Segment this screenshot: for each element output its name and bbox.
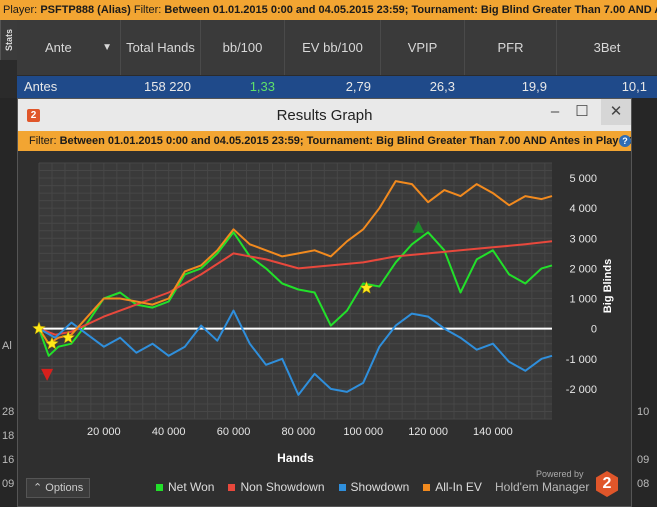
series-line-showdown: [38, 309, 553, 396]
background-table-left: Al 28 18 16 09: [0, 98, 17, 507]
brand-logo-icon: 2: [596, 471, 618, 497]
window-titlebar[interactable]: 2 Results Graph – ☐ ✕: [18, 99, 631, 131]
background-cell: 16: [2, 454, 15, 466]
app-logo-icon: 2: [27, 109, 40, 122]
y-tick-label: 5 000: [569, 173, 597, 185]
results-chart: 20 000 40 000 60 000 80 000 100 000 120 000 14…: [32, 162, 614, 465]
column-header-label: bb/100: [222, 39, 263, 55]
star-marker: [359, 280, 374, 294]
legend-swatch: [423, 483, 431, 491]
minimize-icon[interactable]: –: [550, 103, 560, 120]
column-header-ante[interactable]: Ante ▼: [17, 20, 121, 75]
y-tick-label: 4 000: [569, 203, 597, 215]
star-marker: [61, 330, 76, 344]
legend-label: Showdown: [350, 480, 410, 494]
chart-legend: Net Won Non Showdown Showdown All-In EV: [156, 480, 482, 494]
maximize-icon[interactable]: ☐: [575, 103, 589, 120]
y-tick-label: 1 000: [569, 294, 597, 306]
row-total-hands: 158 220: [144, 79, 191, 94]
background-cell: Al: [2, 340, 12, 352]
window-title: Results Graph: [276, 107, 373, 124]
window-filter-bar[interactable]: Filter: Between 01.01.2015 0:00 and 04.0…: [18, 131, 631, 151]
x-tick-label: 20 000: [87, 426, 121, 438]
x-tick-label: 140 000: [473, 426, 513, 438]
column-header-total-hands[interactable]: Total Hands: [121, 20, 201, 75]
x-tick-label: 120 000: [408, 426, 448, 438]
chevron-up-icon: ⌃: [33, 482, 43, 494]
options-button[interactable]: ⌃ Options: [26, 478, 90, 498]
triangle-up-marker: [412, 220, 425, 233]
legend-label: All-In EV: [435, 480, 482, 494]
column-header-pfr[interactable]: PFR: [465, 20, 557, 75]
filter-label: Filter:: [29, 135, 57, 147]
player-name[interactable]: PSFTP888 (Alias): [40, 4, 131, 16]
legend-item-non-showdown[interactable]: Non Showdown: [228, 480, 325, 494]
y-tick-label: 0: [591, 324, 597, 336]
legend-swatch: [228, 483, 236, 491]
legend-label: Non Showdown: [240, 480, 325, 494]
x-tick-label: 60 000: [217, 426, 251, 438]
background-cell: 08: [637, 478, 650, 490]
column-header-vpip[interactable]: VPIP: [381, 20, 465, 75]
chevron-down-icon[interactable]: ▼: [102, 41, 112, 53]
row-pfr: 19,9: [521, 79, 547, 94]
star-marker: [32, 321, 46, 335]
column-header-label: VPIP: [407, 39, 438, 55]
legend-item-all-in-ev[interactable]: All-In EV: [423, 480, 482, 494]
column-header-label: EV bb/100: [302, 39, 363, 55]
row-3bet: 10,1: [621, 79, 647, 94]
x-tick-label: 100 000: [343, 426, 383, 438]
star-marker: [45, 336, 59, 350]
background-cell: 09: [2, 478, 15, 490]
background-cell: 28: [2, 406, 15, 418]
y-tick-label: -2 000: [566, 384, 597, 396]
x-tick-label: 80 000: [282, 426, 316, 438]
legend-item-net-won[interactable]: Net Won: [156, 480, 214, 494]
legend-label: Net Won: [168, 480, 215, 494]
filter-label: Filter:: [133, 4, 162, 16]
column-header-label: PFR: [497, 39, 524, 55]
close-icon[interactable]: ✕: [601, 99, 631, 125]
column-header-ev-bb100[interactable]: EV bb/100: [285, 20, 381, 75]
column-header-label: Ante: [45, 39, 72, 55]
series-line-non-showdown: [38, 240, 553, 336]
background-cell: 10: [637, 406, 650, 418]
row-vpip: 26,3: [429, 79, 455, 94]
y-tick-label: -1 000: [566, 354, 597, 366]
triangle-down-marker: [41, 368, 54, 381]
series-line-net-won: [38, 231, 553, 357]
stats-header: Ante ▼ Total Hands bb/100 EV bb/100 VPIP…: [17, 20, 657, 75]
top-filter-bar: Player: PSFTP888 (Alias) Filter: Between…: [0, 0, 657, 20]
x-axis-label: Hands: [277, 451, 314, 465]
row-bb100: 1,33: [249, 79, 275, 94]
options-label: Options: [45, 482, 84, 494]
row-name: Antes: [24, 79, 58, 94]
x-tick-label: 40 000: [152, 426, 186, 438]
background-cell: 09: [637, 454, 650, 466]
legend-swatch: [338, 483, 346, 491]
column-header-label: 3Bet: [593, 39, 621, 55]
brand-name: Hold'em Manager: [495, 480, 590, 494]
column-header-3bet[interactable]: 3Bet: [557, 20, 657, 75]
filter-text[interactable]: Between 01.01.2015 0:00 and 04.05.2015 2…: [164, 4, 657, 16]
player-label: Player:: [3, 4, 38, 16]
y-axis-label: Big Blinds: [602, 259, 614, 313]
filter-text: Between 01.01.2015 0:00 and 04.05.2015 2…: [59, 135, 631, 147]
row-ev-bb100: 2,79: [345, 79, 371, 94]
table-row[interactable]: Antes 158 220 1,33 2,79 26,3 19,9 10,1: [17, 76, 657, 98]
results-graph-window: 2 Results Graph – ☐ ✕ Filter: Between 01…: [17, 98, 632, 507]
background-cell: 18: [2, 430, 15, 442]
column-header-label: Total Hands: [126, 39, 195, 55]
column-header-bb100[interactable]: bb/100: [201, 20, 285, 75]
legend-item-showdown[interactable]: Showdown: [338, 480, 410, 494]
y-tick-label: 3 000: [569, 233, 597, 245]
powered-by-label: Powered by: [536, 469, 584, 479]
background-table-right: 10 09 08: [632, 98, 657, 507]
help-icon[interactable]: ?: [619, 135, 631, 147]
stats-tab[interactable]: Stats: [0, 20, 17, 60]
series-line-all-in-ev: [38, 180, 553, 345]
y-tick-label: 2 000: [569, 263, 597, 275]
legend-swatch: [156, 483, 163, 491]
